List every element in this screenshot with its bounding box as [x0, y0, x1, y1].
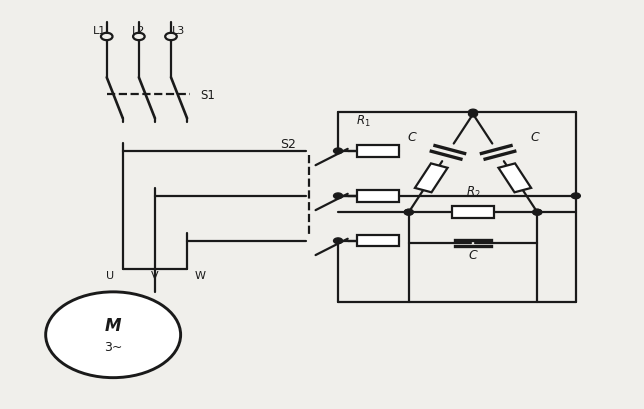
Circle shape — [334, 193, 343, 199]
Text: $C$: $C$ — [468, 249, 478, 262]
Bar — [415, 164, 448, 193]
Bar — [452, 207, 494, 218]
Bar — [498, 164, 531, 193]
Circle shape — [533, 210, 542, 216]
Text: V: V — [151, 270, 158, 280]
Text: M: M — [105, 316, 122, 334]
Text: L2: L2 — [132, 26, 146, 36]
Text: U: U — [106, 270, 114, 280]
Text: $R_2$: $R_2$ — [466, 184, 480, 200]
Circle shape — [334, 148, 343, 154]
Text: L1: L1 — [92, 26, 106, 36]
Text: $C$: $C$ — [530, 131, 541, 144]
Text: S2: S2 — [280, 137, 296, 151]
Circle shape — [533, 210, 542, 216]
Text: $C$: $C$ — [407, 131, 418, 144]
Circle shape — [469, 110, 477, 116]
Bar — [357, 236, 399, 247]
Circle shape — [571, 193, 580, 199]
Circle shape — [404, 210, 413, 216]
Text: L3: L3 — [172, 26, 185, 36]
Circle shape — [404, 210, 413, 216]
Circle shape — [469, 112, 477, 118]
Bar — [357, 191, 399, 202]
Text: 3~: 3~ — [104, 340, 122, 353]
Text: W: W — [194, 270, 205, 280]
Text: S1: S1 — [200, 88, 215, 101]
Bar — [357, 146, 399, 157]
Circle shape — [46, 292, 180, 378]
Circle shape — [334, 238, 343, 244]
Text: $R_1$: $R_1$ — [356, 114, 371, 129]
